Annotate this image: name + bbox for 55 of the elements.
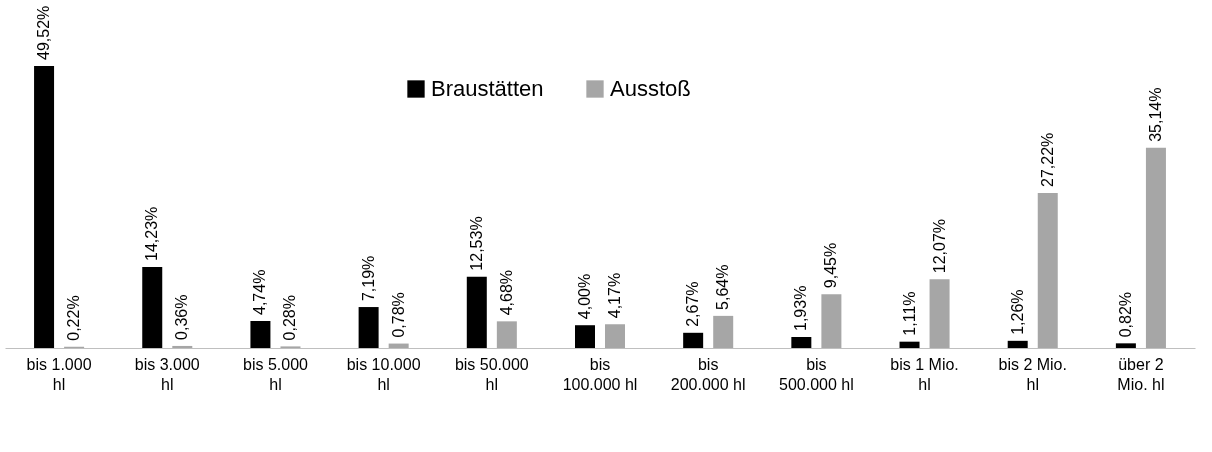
data-label: 14,23% xyxy=(143,206,161,261)
bar xyxy=(250,321,271,348)
bar xyxy=(496,321,517,348)
bar xyxy=(172,345,193,348)
data-label: 0,22% xyxy=(65,295,83,341)
bar xyxy=(899,341,920,348)
x-tick-label: bis 500.000 hl xyxy=(779,355,854,393)
bar xyxy=(466,276,487,348)
legend-label: Ausstoß xyxy=(610,76,691,101)
legend-label: Braustätten xyxy=(431,76,544,101)
data-label: 4,00% xyxy=(575,273,593,320)
data-label: 27,22% xyxy=(1038,132,1056,187)
data-label: 4,17% xyxy=(606,272,624,319)
bar xyxy=(605,324,626,348)
bar xyxy=(1115,343,1136,348)
bar xyxy=(713,315,734,348)
data-label: 2,67% xyxy=(684,281,702,327)
bar xyxy=(683,332,704,348)
data-label: 0,78% xyxy=(389,292,407,338)
bar xyxy=(388,343,409,348)
bar xyxy=(1007,340,1028,348)
data-label: 12,07% xyxy=(930,218,948,274)
bar xyxy=(142,266,163,348)
x-tick-label: über 2 Mio. hl xyxy=(1117,355,1165,393)
x-tick-label: bis 1.000 hl xyxy=(26,355,92,393)
data-label: 4,68% xyxy=(497,269,515,316)
data-label: 4,74% xyxy=(251,269,269,315)
x-tick-label: bis 3.000 hl xyxy=(134,355,200,393)
data-label: 7,19% xyxy=(359,255,377,302)
x-tick-label: bis 10.000 hl xyxy=(346,355,421,393)
bar xyxy=(821,294,842,348)
x-tick-label: bis 50.000 hl xyxy=(454,355,529,393)
bar xyxy=(574,325,595,348)
data-label: 5,64% xyxy=(714,264,732,310)
x-tick-label: bis 5.000 hl xyxy=(242,355,309,393)
bar xyxy=(929,279,950,348)
bar xyxy=(34,65,55,348)
bar xyxy=(1145,147,1166,348)
x-tick-label: bis 2 Mio. hl xyxy=(998,355,1067,393)
x-tick-label: bis 1 Mio. hl xyxy=(890,355,959,393)
bar xyxy=(791,337,812,348)
bar xyxy=(358,307,379,348)
data-label: 0,28% xyxy=(281,295,299,341)
x-tick-label: bis 200.000 hl xyxy=(670,355,746,393)
bar xyxy=(1037,192,1058,348)
data-label: 1,93% xyxy=(792,285,810,332)
data-label: 1,11% xyxy=(900,291,918,336)
data-label: 9,45% xyxy=(822,242,840,289)
x-tick-label: bis 100.000 hl xyxy=(562,355,638,393)
data-label: 12,53% xyxy=(467,216,485,271)
data-label: 1,26% xyxy=(1008,289,1026,335)
data-label: 0,36% xyxy=(173,294,191,340)
data-label: 49,52% xyxy=(35,5,53,60)
data-label: 35,14% xyxy=(1146,87,1164,142)
data-label: 0,82% xyxy=(1116,291,1134,338)
